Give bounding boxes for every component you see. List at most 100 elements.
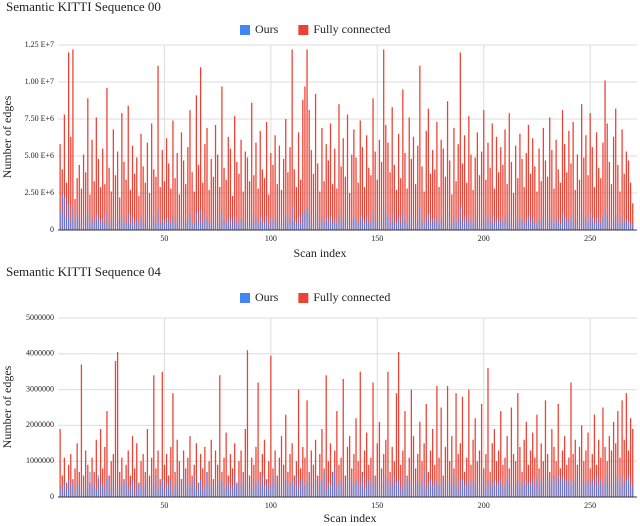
bar — [566, 172, 568, 230]
bar — [208, 461, 210, 497]
bar — [627, 450, 630, 497]
bar — [583, 482, 585, 497]
bar — [108, 167, 110, 230]
y-tick-label: 1.25 E+7 — [25, 40, 54, 49]
bar — [376, 179, 378, 230]
bar — [304, 486, 306, 497]
bar — [574, 224, 576, 230]
bar — [329, 443, 332, 497]
bar — [125, 222, 127, 230]
bar — [623, 482, 625, 497]
bar — [423, 191, 425, 230]
bar — [163, 489, 166, 497]
bar — [383, 475, 385, 497]
bar — [85, 450, 87, 497]
bar — [417, 145, 419, 230]
bar — [291, 49, 293, 230]
bar — [172, 215, 174, 230]
bar — [380, 482, 383, 497]
bar — [629, 182, 632, 230]
bar — [212, 176, 215, 230]
bar — [521, 221, 523, 230]
bar — [497, 450, 500, 497]
bar — [289, 454, 291, 497]
bar — [393, 164, 395, 230]
bar — [310, 150, 312, 230]
bar — [436, 386, 438, 497]
bar — [536, 191, 538, 230]
bar — [165, 454, 168, 497]
bar — [538, 148, 540, 230]
bar — [632, 203, 634, 230]
bar — [623, 173, 625, 230]
bar — [612, 482, 615, 497]
bar — [323, 222, 325, 230]
bar — [99, 428, 102, 497]
bar — [338, 482, 340, 497]
y-tick-label: 5.00 E+6 — [25, 151, 54, 160]
bar — [546, 176, 549, 230]
bar — [217, 219, 219, 230]
bar — [619, 224, 621, 230]
bar — [251, 479, 253, 497]
bar — [625, 219, 627, 230]
bar — [321, 127, 323, 230]
bar — [602, 407, 604, 497]
legend-swatch — [240, 293, 250, 303]
bar — [527, 464, 530, 497]
bar — [442, 219, 444, 230]
bar — [65, 216, 68, 230]
bar — [619, 457, 621, 497]
bar — [317, 163, 319, 230]
bar — [138, 486, 140, 497]
bar — [566, 222, 568, 230]
bar — [91, 486, 93, 497]
bar — [129, 224, 132, 230]
bar — [310, 219, 312, 230]
bar — [510, 161, 513, 230]
bar — [163, 181, 166, 230]
bar — [295, 224, 298, 230]
bar — [87, 210, 89, 230]
bar — [170, 188, 172, 230]
bar — [385, 124, 387, 230]
bar — [219, 224, 221, 230]
bar — [517, 222, 519, 230]
bar — [391, 107, 393, 230]
bar — [412, 486, 415, 497]
bar — [383, 206, 385, 230]
bar — [261, 475, 263, 497]
bar — [195, 443, 198, 497]
bar — [451, 486, 453, 497]
bar — [153, 221, 155, 230]
bar — [95, 489, 97, 497]
bar — [404, 475, 406, 497]
bar — [434, 482, 436, 497]
bar — [389, 172, 391, 230]
bar — [570, 382, 572, 497]
bar — [625, 393, 627, 497]
bar — [127, 105, 129, 230]
bar — [219, 375, 221, 497]
bar — [587, 222, 589, 230]
bar — [248, 181, 251, 230]
bar — [536, 224, 538, 230]
bar — [517, 393, 519, 497]
bar — [244, 489, 246, 497]
bar — [82, 479, 85, 497]
bar — [446, 479, 449, 497]
bar — [155, 222, 157, 230]
bar — [85, 172, 87, 230]
bar — [506, 224, 508, 230]
bar — [542, 127, 544, 230]
bar — [480, 403, 483, 497]
bar — [529, 173, 532, 230]
bar — [395, 482, 398, 497]
bar — [221, 210, 223, 230]
bar — [598, 221, 600, 230]
bar — [615, 475, 617, 497]
bar — [451, 194, 453, 230]
bar — [270, 219, 272, 230]
bar — [553, 188, 555, 230]
bar — [348, 479, 351, 497]
